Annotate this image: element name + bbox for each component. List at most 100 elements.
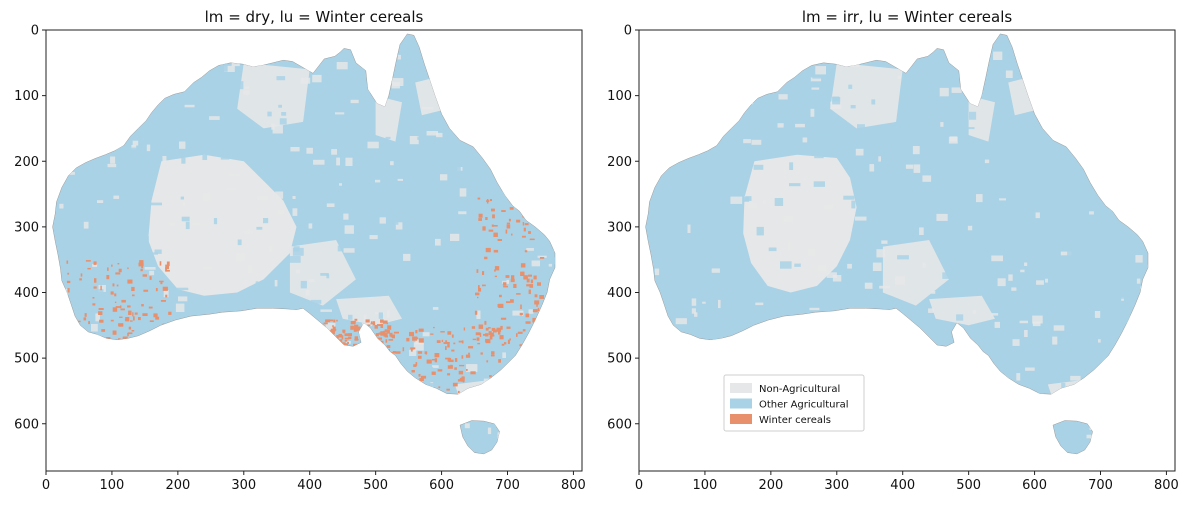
raster-cell (848, 84, 853, 89)
winter-cereals-cell (337, 344, 341, 346)
raster-cell (789, 183, 801, 187)
raster-cell (350, 99, 359, 104)
winter-cereals-cell (393, 374, 399, 377)
raster-cell (148, 430, 154, 439)
winter-cereals-cell (88, 321, 90, 325)
raster-cell (497, 432, 502, 441)
raster-cell (881, 240, 888, 244)
raster-cell (653, 315, 659, 320)
winter-cereals-cell (493, 225, 498, 227)
raster-cell (864, 50, 871, 54)
winter-cereals-cell (372, 351, 375, 355)
winter-cereals-cell (329, 319, 334, 322)
raster-cell (109, 133, 114, 137)
raster-cell (129, 423, 142, 428)
raster-cell (1095, 463, 1106, 470)
raster-cell (466, 364, 478, 372)
legend-label: Non-Agricultural (759, 384, 840, 395)
winter-cereals-cell (510, 278, 515, 283)
raster-cell (288, 256, 301, 263)
raster-cell (260, 389, 265, 394)
raster-cell (528, 309, 534, 314)
raster-cell (303, 431, 309, 439)
raster-cell (363, 314, 367, 322)
raster-cell (778, 102, 782, 108)
raster-cell (701, 185, 707, 191)
winter-cereals-cell (492, 214, 495, 219)
winter-cereals-cell (510, 299, 514, 303)
winter-cereals-cell (491, 224, 494, 227)
winter-cereals-cell (132, 294, 135, 297)
winter-cereals-cell (512, 200, 518, 204)
winter-cereals-cell (410, 347, 416, 350)
winter-cereals-cell (113, 339, 117, 343)
raster-cell (1102, 208, 1113, 217)
raster-cell (158, 151, 162, 157)
winter-cereals-cell (341, 335, 344, 340)
winter-cereals-cell (383, 346, 386, 350)
winter-cereals-cell (529, 284, 534, 288)
winter-cereals-cell (347, 348, 351, 350)
raster-cell (162, 353, 170, 357)
winter-cereals-cell (87, 343, 90, 347)
winter-cereals-cell (393, 331, 399, 334)
raster-cell (121, 423, 131, 429)
winter-cereals-cell (450, 364, 453, 367)
raster-cell (686, 380, 698, 386)
y-tick-label: 300 (14, 220, 39, 235)
raster-cell (83, 221, 89, 229)
raster-cell (450, 233, 460, 241)
raster-cell (1089, 211, 1094, 215)
winter-cereals-cell (383, 320, 388, 324)
raster-cell (872, 232, 877, 235)
winter-cereals-cell (389, 374, 394, 377)
raster-cell (994, 321, 1000, 328)
winter-cereals-cell (344, 351, 346, 356)
winter-cereals-cell (370, 355, 373, 360)
raster-cell (164, 389, 173, 397)
winter-cereals-cell (139, 260, 144, 265)
raster-cell (784, 112, 791, 119)
winter-cereals-cell (468, 352, 470, 355)
raster-cell (654, 268, 660, 276)
raster-cell (677, 400, 687, 407)
raster-cell (749, 448, 758, 454)
raster-cell (808, 365, 819, 373)
raster-cell (320, 309, 332, 312)
raster-cell (897, 75, 902, 80)
winter-cereals-cell (528, 231, 531, 234)
raster-cell (1081, 73, 1093, 81)
raster-cell (520, 429, 528, 438)
raster-cell (497, 246, 506, 251)
raster-cell (181, 157, 186, 164)
raster-cell (1114, 292, 1126, 299)
raster-cell (1087, 166, 1099, 175)
winter-cereals-cell (438, 386, 441, 389)
raster-cell (766, 61, 772, 64)
raster-cell (344, 225, 354, 234)
winter-cereals-cell (363, 331, 366, 334)
winter-cereals-cell (453, 342, 456, 345)
winter-cereals-cell (318, 328, 323, 330)
winter-cereals-cell (488, 229, 494, 232)
raster-cell (402, 410, 406, 418)
winter-cereals-cell (110, 344, 114, 349)
raster-cell (227, 429, 239, 436)
winter-cereals-cell (155, 334, 160, 338)
winter-cereals-cell (446, 388, 450, 391)
winter-cereals-cell (372, 366, 375, 368)
raster-cell (310, 299, 322, 304)
winter-cereals-cell (390, 366, 396, 368)
raster-cell (235, 253, 246, 262)
winter-cereals-cell (501, 343, 505, 346)
winter-cereals-cell (117, 263, 120, 265)
raster-cell (718, 344, 729, 348)
winter-cereals-cell (118, 268, 122, 273)
raster-cell (256, 226, 263, 230)
winter-cereals-cell (392, 362, 395, 367)
winter-cereals-cell (80, 273, 83, 277)
y-tick-label: 400 (607, 286, 632, 301)
raster-cell (1045, 278, 1048, 283)
winter-cereals-cell (418, 374, 421, 377)
raster-cell (82, 76, 92, 81)
